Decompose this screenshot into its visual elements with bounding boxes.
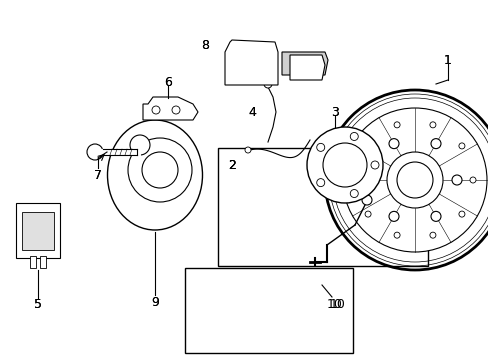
- Text: 2: 2: [227, 158, 235, 171]
- Circle shape: [388, 139, 398, 149]
- Circle shape: [451, 175, 461, 185]
- Circle shape: [323, 143, 366, 187]
- Circle shape: [365, 143, 370, 149]
- Bar: [30, 256, 36, 268]
- Text: 4: 4: [247, 105, 255, 118]
- Text: 10: 10: [326, 298, 342, 311]
- Circle shape: [370, 161, 378, 169]
- Circle shape: [264, 80, 271, 88]
- Circle shape: [244, 147, 250, 153]
- Bar: [16, 203, 60, 258]
- Circle shape: [430, 211, 440, 221]
- Text: 9: 9: [151, 296, 159, 309]
- Circle shape: [142, 152, 178, 188]
- Circle shape: [458, 143, 464, 149]
- Bar: [184, 268, 352, 353]
- Text: 5: 5: [34, 298, 42, 311]
- Bar: [22, 212, 54, 250]
- Circle shape: [172, 106, 180, 114]
- Text: 5: 5: [34, 298, 42, 311]
- Text: 2: 2: [227, 158, 235, 171]
- Circle shape: [396, 162, 432, 198]
- Circle shape: [342, 108, 486, 252]
- Text: 4: 4: [247, 105, 255, 118]
- Circle shape: [458, 211, 464, 217]
- Circle shape: [130, 135, 150, 155]
- Ellipse shape: [107, 120, 202, 230]
- Circle shape: [393, 122, 399, 128]
- Text: 6: 6: [164, 76, 172, 89]
- Polygon shape: [224, 40, 278, 85]
- Circle shape: [306, 127, 382, 203]
- Bar: [40, 256, 46, 268]
- Text: 7: 7: [94, 168, 102, 181]
- Circle shape: [429, 122, 435, 128]
- Text: 9: 9: [151, 296, 159, 309]
- Circle shape: [430, 139, 440, 149]
- Circle shape: [388, 211, 398, 221]
- Text: 8: 8: [201, 39, 208, 51]
- Bar: [218, 148, 427, 266]
- Circle shape: [361, 195, 371, 205]
- Circle shape: [316, 143, 324, 151]
- Polygon shape: [282, 52, 327, 75]
- Circle shape: [356, 152, 362, 158]
- Circle shape: [316, 179, 324, 186]
- Text: 6: 6: [164, 76, 172, 89]
- Text: 7: 7: [94, 168, 102, 181]
- Circle shape: [365, 211, 370, 217]
- Polygon shape: [289, 55, 325, 80]
- Text: 1: 1: [443, 54, 451, 67]
- Circle shape: [386, 152, 442, 208]
- Circle shape: [349, 132, 358, 140]
- Text: 8: 8: [201, 39, 208, 51]
- Circle shape: [353, 149, 365, 161]
- Text: 3: 3: [330, 105, 338, 118]
- Circle shape: [367, 175, 377, 185]
- Circle shape: [87, 144, 103, 160]
- Text: 2: 2: [227, 158, 235, 171]
- Circle shape: [469, 177, 475, 183]
- Circle shape: [128, 138, 192, 202]
- Circle shape: [393, 232, 399, 238]
- Text: 3: 3: [330, 105, 338, 118]
- Polygon shape: [142, 97, 198, 120]
- Text: 10: 10: [329, 298, 345, 311]
- Text: 1: 1: [443, 54, 451, 67]
- Circle shape: [152, 106, 160, 114]
- Circle shape: [353, 177, 359, 183]
- Circle shape: [429, 232, 435, 238]
- Circle shape: [349, 189, 358, 198]
